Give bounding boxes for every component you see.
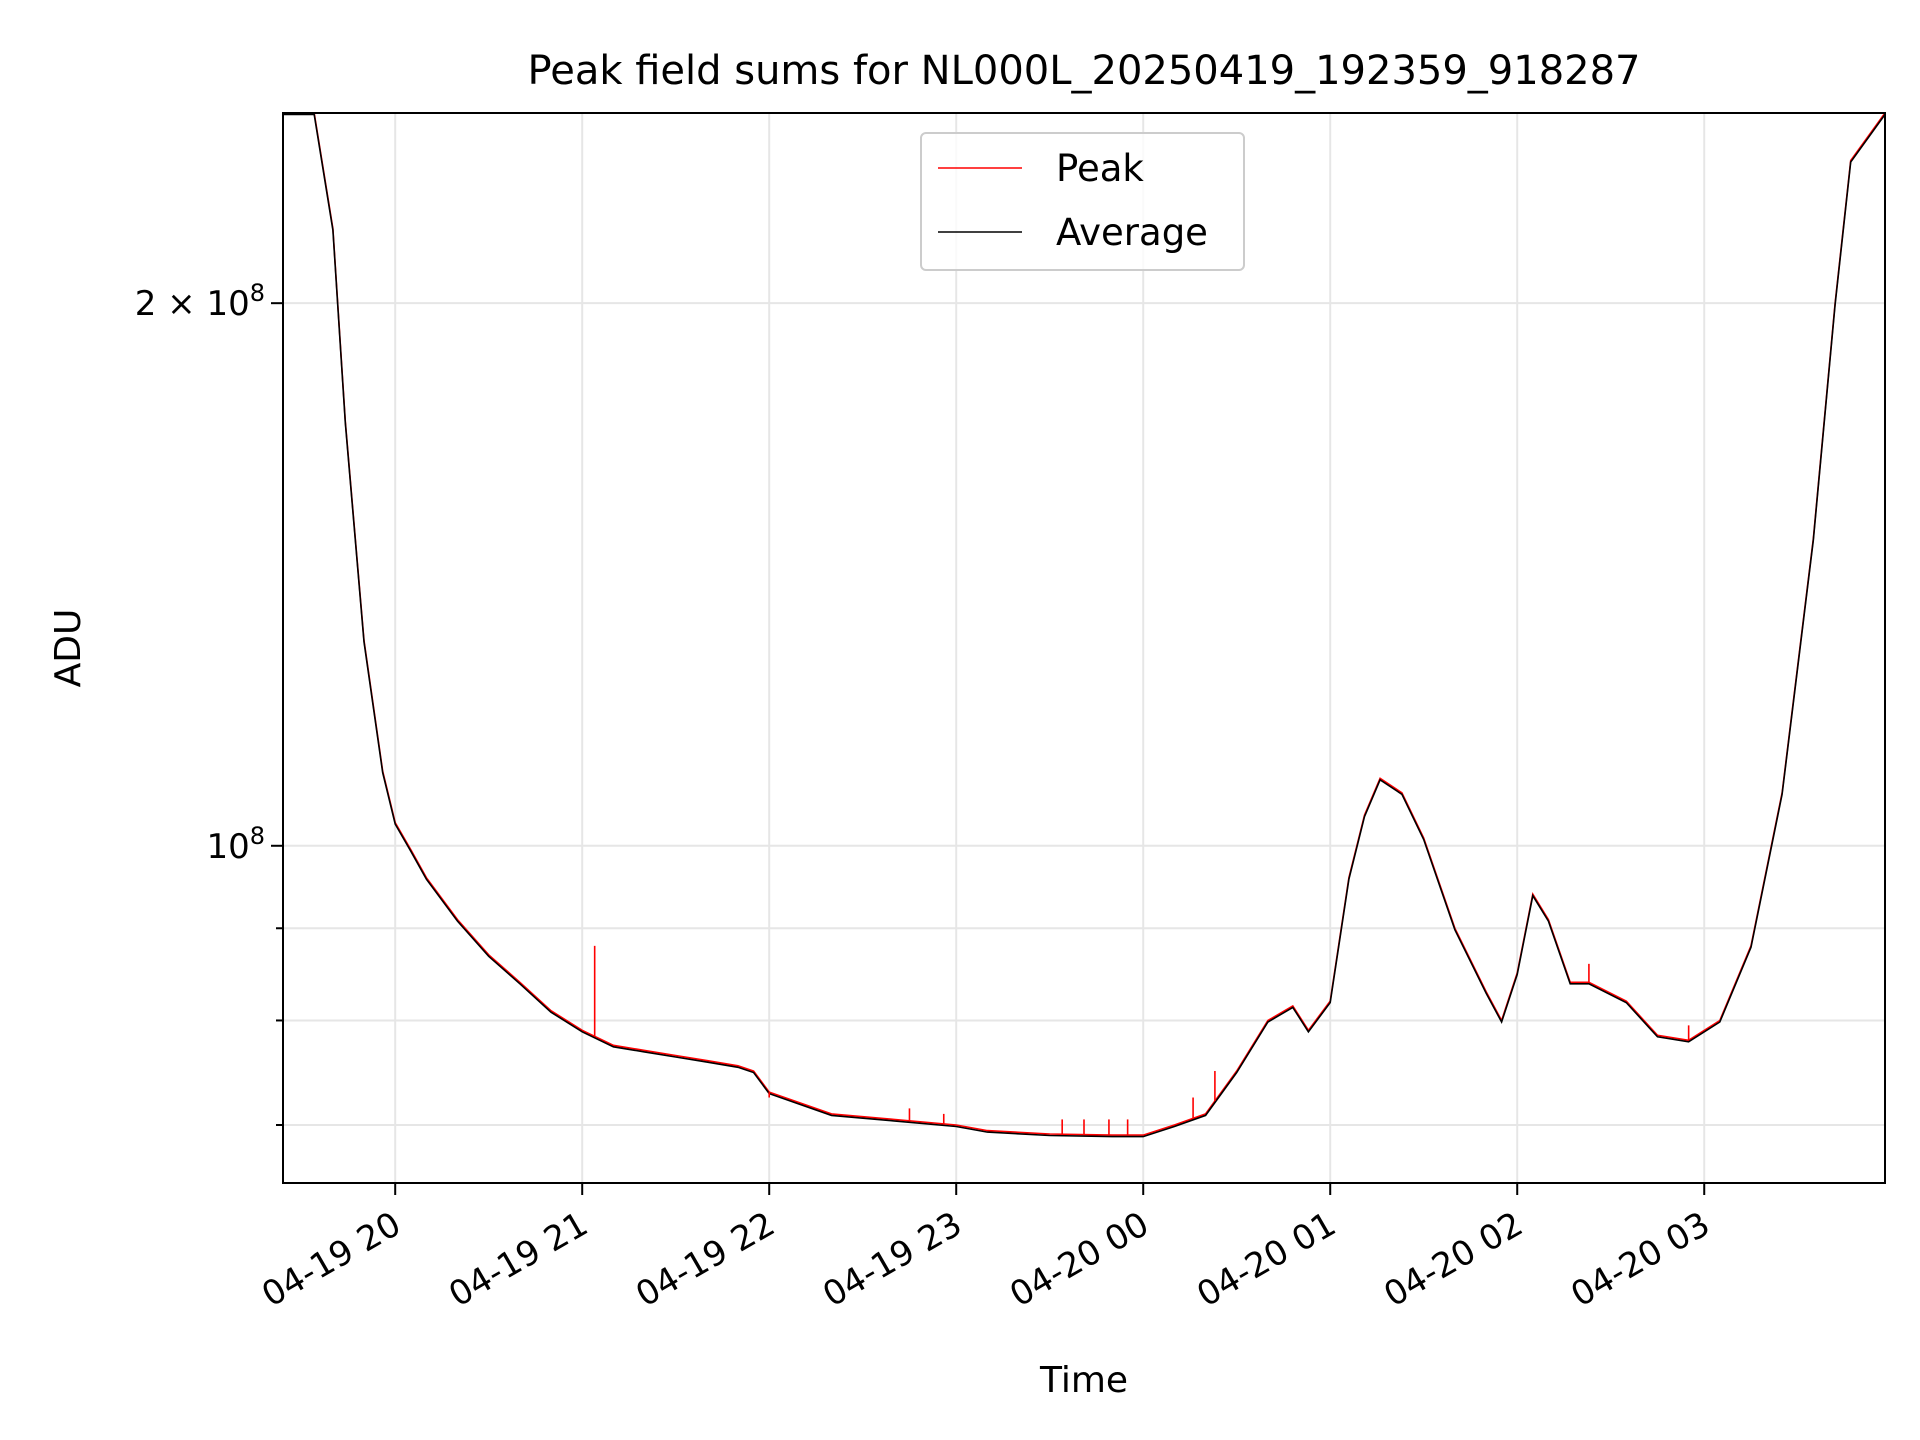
series-line-peak xyxy=(283,112,1886,1136)
y-tick-label: 108 xyxy=(206,822,265,867)
plot-frame xyxy=(282,112,1886,1184)
plot-lines xyxy=(283,112,1886,1138)
x-axis-label: Time xyxy=(1039,1360,1128,1401)
y-axis-label: ADU xyxy=(48,609,89,688)
y-tick-label: 2 × 108 xyxy=(135,279,265,324)
series-line-average xyxy=(283,113,1886,1138)
legend-label-average: Average xyxy=(1056,211,1208,254)
legend-label-peak: Peak xyxy=(1056,147,1144,190)
legend: Peak Average xyxy=(920,132,1245,271)
chart-title: Peak field sums for NL000L_20250419_1923… xyxy=(528,48,1641,94)
